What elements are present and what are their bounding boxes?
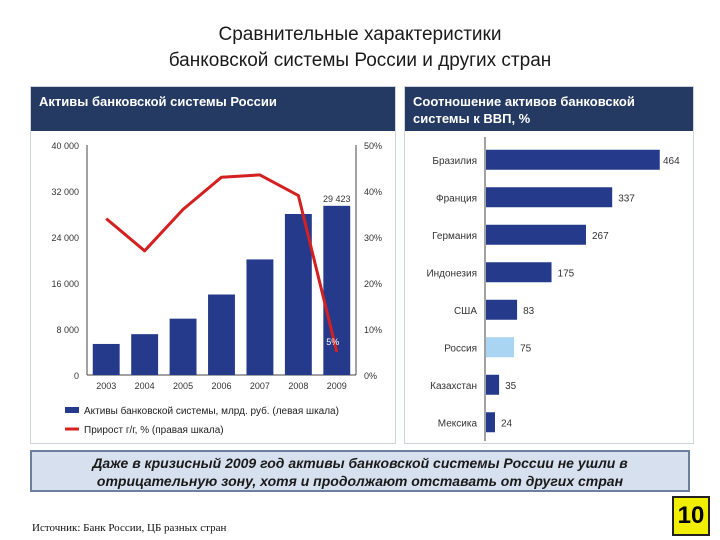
slide-title: Сравнительные характеристики банковской … bbox=[0, 22, 720, 74]
right-tick-label: 40% bbox=[364, 187, 382, 197]
legend-label-line: Прирост г/г, % (правая шкала) bbox=[84, 425, 224, 436]
right-tick-label: 50% bbox=[364, 141, 382, 151]
x-tick-label: 2007 bbox=[250, 381, 270, 391]
growth-line bbox=[105, 173, 339, 353]
country-bar bbox=[486, 299, 518, 320]
right-chart-panel: Соотношение активов банковской системы к… bbox=[404, 86, 694, 444]
asset-bar bbox=[169, 318, 197, 375]
left-tick-label: 40 000 bbox=[51, 141, 79, 151]
left-tick-label: 8 000 bbox=[56, 325, 79, 335]
callout-text: Даже в кризисный 2009 год активы банковс… bbox=[92, 455, 628, 489]
line-data-label: 5% bbox=[326, 337, 339, 347]
country-value-label: 24 bbox=[501, 418, 513, 429]
country-label: США bbox=[454, 306, 477, 317]
assets-combo-chart: 0 8 000 16 000 24 000 32 000 40 000 0% 10% 20% 30… bbox=[51, 141, 382, 436]
country-bar bbox=[486, 149, 660, 170]
country-label: Казахстан bbox=[430, 381, 477, 392]
asset-bar bbox=[208, 294, 235, 375]
country-bar bbox=[486, 224, 586, 245]
left-chart-title: Активы банковской системы России bbox=[39, 94, 277, 109]
country-bar bbox=[486, 187, 613, 208]
asset-bar bbox=[246, 259, 274, 375]
country-label: Франция bbox=[436, 193, 477, 204]
country-label: Мексика bbox=[438, 418, 478, 429]
asset-bar bbox=[92, 343, 120, 375]
country-value-label: 267 bbox=[592, 231, 609, 242]
left-tick-label: 16 000 bbox=[51, 279, 79, 289]
country-bar bbox=[486, 412, 495, 433]
asset-bar bbox=[284, 214, 312, 375]
x-tick-label: 2008 bbox=[288, 381, 308, 391]
left-chart-panel: Активы банковской системы России 0 8 000 1… bbox=[30, 86, 396, 444]
legend-swatch-bar bbox=[65, 407, 79, 413]
x-tick-label: 2009 bbox=[327, 381, 347, 391]
x-tick-label: 2003 bbox=[96, 381, 116, 391]
asset-bar bbox=[131, 334, 159, 375]
country-value-label: 464 bbox=[663, 156, 680, 167]
country-label: Бразилия bbox=[432, 156, 477, 167]
x-tick-label: 2004 bbox=[135, 381, 155, 391]
right-chart-body: Бразилия 464 Франция 337 Германия 267 Индонези… bbox=[405, 131, 693, 443]
country-value-label: 75 bbox=[520, 343, 532, 354]
conclusion-callout: Даже в кризисный 2009 год активы банковс… bbox=[30, 450, 690, 492]
page-number: 10 bbox=[672, 496, 710, 536]
country-bar bbox=[486, 374, 500, 395]
country-value-label: 175 bbox=[558, 268, 575, 279]
bar-data-label: 29 423 bbox=[323, 194, 351, 204]
legend-label-bar: Активы банковской системы, млрд. руб. (л… bbox=[84, 405, 339, 417]
right-tick-label: 10% bbox=[364, 325, 382, 335]
right-tick-label: 20% bbox=[364, 279, 382, 289]
right-chart-title: Соотношение активов банковской системы к… bbox=[413, 94, 635, 126]
x-tick-label: 2006 bbox=[211, 381, 231, 391]
title-line-2: банковской системы России и других стран bbox=[168, 50, 552, 71]
right-chart-header: Соотношение активов банковской системы к… bbox=[405, 87, 693, 131]
right-tick-label: 30% bbox=[364, 233, 382, 243]
country-value-label: 83 bbox=[523, 306, 535, 317]
source-note: Источник: Банк России, ЦБ разных стран bbox=[32, 522, 227, 534]
assets-to-gdp-chart: Бразилия 464 Франция 337 Германия 267 Индонези… bbox=[426, 137, 680, 441]
country-bar bbox=[486, 337, 515, 358]
country-bar bbox=[486, 262, 552, 283]
country-label: Германия bbox=[432, 231, 477, 242]
country-label: Россия bbox=[444, 343, 477, 354]
left-tick-label: 32 000 bbox=[51, 187, 79, 197]
left-tick-label: 0 bbox=[74, 371, 79, 381]
country-value-label: 35 bbox=[505, 381, 517, 392]
left-chart-body: 0 8 000 16 000 24 000 32 000 40 000 0% 10% 20% 30… bbox=[31, 131, 395, 443]
right-tick-label: 0% bbox=[364, 371, 377, 381]
country-value-label: 337 bbox=[618, 193, 635, 204]
title-line-1: Сравнительные характеристики bbox=[218, 24, 502, 45]
left-chart-header: Активы банковской системы России bbox=[31, 87, 395, 131]
x-tick-label: 2005 bbox=[173, 381, 193, 391]
country-label: Индонезия bbox=[426, 268, 477, 279]
left-tick-label: 24 000 bbox=[51, 233, 79, 243]
